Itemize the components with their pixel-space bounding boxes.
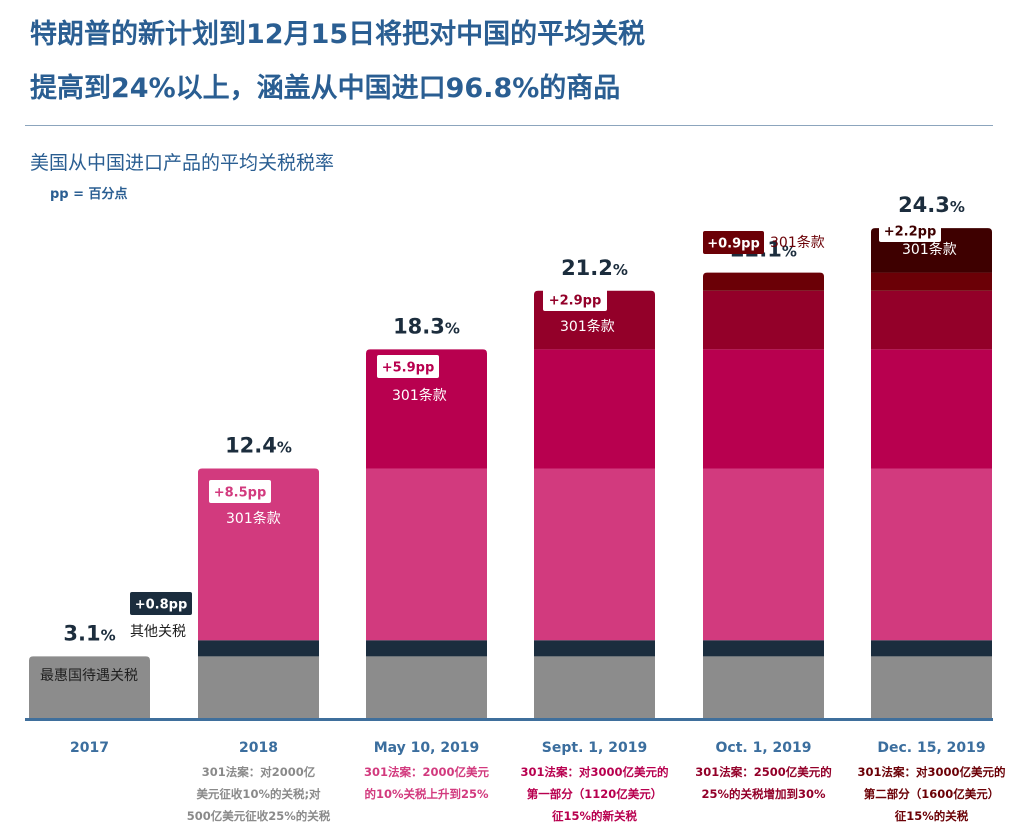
bar-segment [703, 468, 824, 641]
tag-301-sept-2019-box [543, 288, 607, 311]
category-note-line: 第一部分（1120亿美元） [527, 787, 663, 801]
tag-301-sept-2019: +2.9pp [549, 294, 602, 309]
bar-segment [703, 656, 824, 719]
category-note-line: 301法案：对2000亿 [202, 765, 316, 779]
tag-301-dec-2019: +2.2pp [884, 225, 937, 240]
bar-segment [534, 349, 655, 469]
tag-other-tariff-box [130, 592, 192, 615]
bar-segment [534, 656, 655, 719]
category-note-line: 301法案：对3000亿美元的 [857, 765, 1005, 779]
section-301-label-2018: 301条款 [226, 510, 281, 527]
bar-segment [198, 656, 319, 719]
category-note-line: 第二部分（1600亿美元） [864, 787, 1000, 801]
bar-segment [366, 468, 487, 641]
chart-subtitle: 美国从中国进口产品的平均关税税率 [30, 152, 335, 174]
bar-total-label: 21.2% [561, 256, 628, 280]
bar-segment [871, 349, 992, 469]
bar-segment [29, 656, 150, 719]
other-tariff-label: 其他关税 [130, 624, 186, 640]
bar-segment [703, 272, 824, 291]
category-note-line: 500亿美元征收25%的关税 [187, 809, 331, 823]
category-note-line: 美元征收10%的关税;对 [196, 787, 321, 801]
bar-total-label: 24.3% [898, 193, 965, 217]
mfn-tariff-label: 最惠国待遇关税 [40, 668, 138, 684]
category-note-line: 301法案：2500亿美元的 [695, 765, 832, 779]
bar-segment [703, 640, 824, 657]
tag-301-oct-2019-box [703, 231, 764, 254]
bar-total-label: 12.4% [225, 434, 292, 458]
bar-segment [871, 640, 992, 657]
section-301-label-dec-2019: 301条款 [902, 241, 957, 258]
bar-segment [366, 656, 487, 719]
chart-title-line-1: 特朗普的新计划到12月15日将把对中国的平均关税 [30, 19, 646, 50]
tag-301-may-2019: +5.9pp [382, 361, 435, 376]
bar-segment [871, 290, 992, 350]
section-301-label-oct-2019: 301条款 [770, 234, 825, 251]
bar-segment [366, 349, 487, 469]
title-divider [25, 125, 993, 126]
x-tick-label: May 10, 2019 [374, 740, 480, 756]
bar-segment [703, 290, 824, 350]
bar-segment [534, 468, 655, 641]
x-tick-label: Oct. 1, 2019 [716, 740, 812, 756]
bar-segment [534, 640, 655, 657]
bar-segment [198, 468, 319, 641]
bar-total-label: 3.1% [63, 621, 115, 645]
bar-segment [198, 640, 319, 657]
tag-301-2018-box [209, 480, 271, 503]
tag-other-tariff: +0.8pp [135, 598, 188, 613]
bar-segment [871, 272, 992, 291]
bar-segment [703, 349, 824, 469]
bar-total-label: 18.3% [393, 314, 460, 338]
chart-title: 特朗普的新计划到12月15日将把对中国的平均关税 提高到24%以上，涵盖从中国进… [30, 8, 1010, 116]
x-tick-label: 2018 [239, 740, 278, 756]
tag-301-may-2019-box [377, 355, 439, 378]
pp-legend-note: pp = 百分点 [50, 187, 128, 202]
category-note-line: 301法案：2000亿美元 [364, 765, 490, 779]
category-note-line: 征15%的新关税 [552, 809, 638, 823]
category-note-line: 301法案：对3000亿美元的 [520, 765, 668, 779]
tag-301-oct-2019: +0.9pp [707, 237, 760, 252]
tag-301-dec-2019-box [879, 219, 941, 242]
category-note-line: 征15%的关税 [895, 809, 969, 823]
chart-title-line-2: 提高到24%以上，涵盖从中国进口96.8%的商品 [30, 73, 621, 104]
section-301-label-may-2019: 301条款 [392, 387, 447, 404]
x-tick-label: Dec. 15, 2019 [877, 740, 985, 756]
category-note-line: 的10%关税上升到25% [364, 787, 489, 801]
bar-segment [871, 468, 992, 641]
x-tick-label: Sept. 1, 2019 [542, 740, 647, 756]
x-tick-label: 2017 [70, 740, 109, 756]
section-301-label-sept-2019: 301条款 [560, 318, 615, 335]
category-note-line: 25%的关税增加到30% [701, 787, 826, 801]
bar-segment [871, 656, 992, 719]
x-axis-line [25, 718, 993, 721]
bar-segment [366, 640, 487, 657]
tag-301-2018: +8.5pp [214, 486, 267, 501]
